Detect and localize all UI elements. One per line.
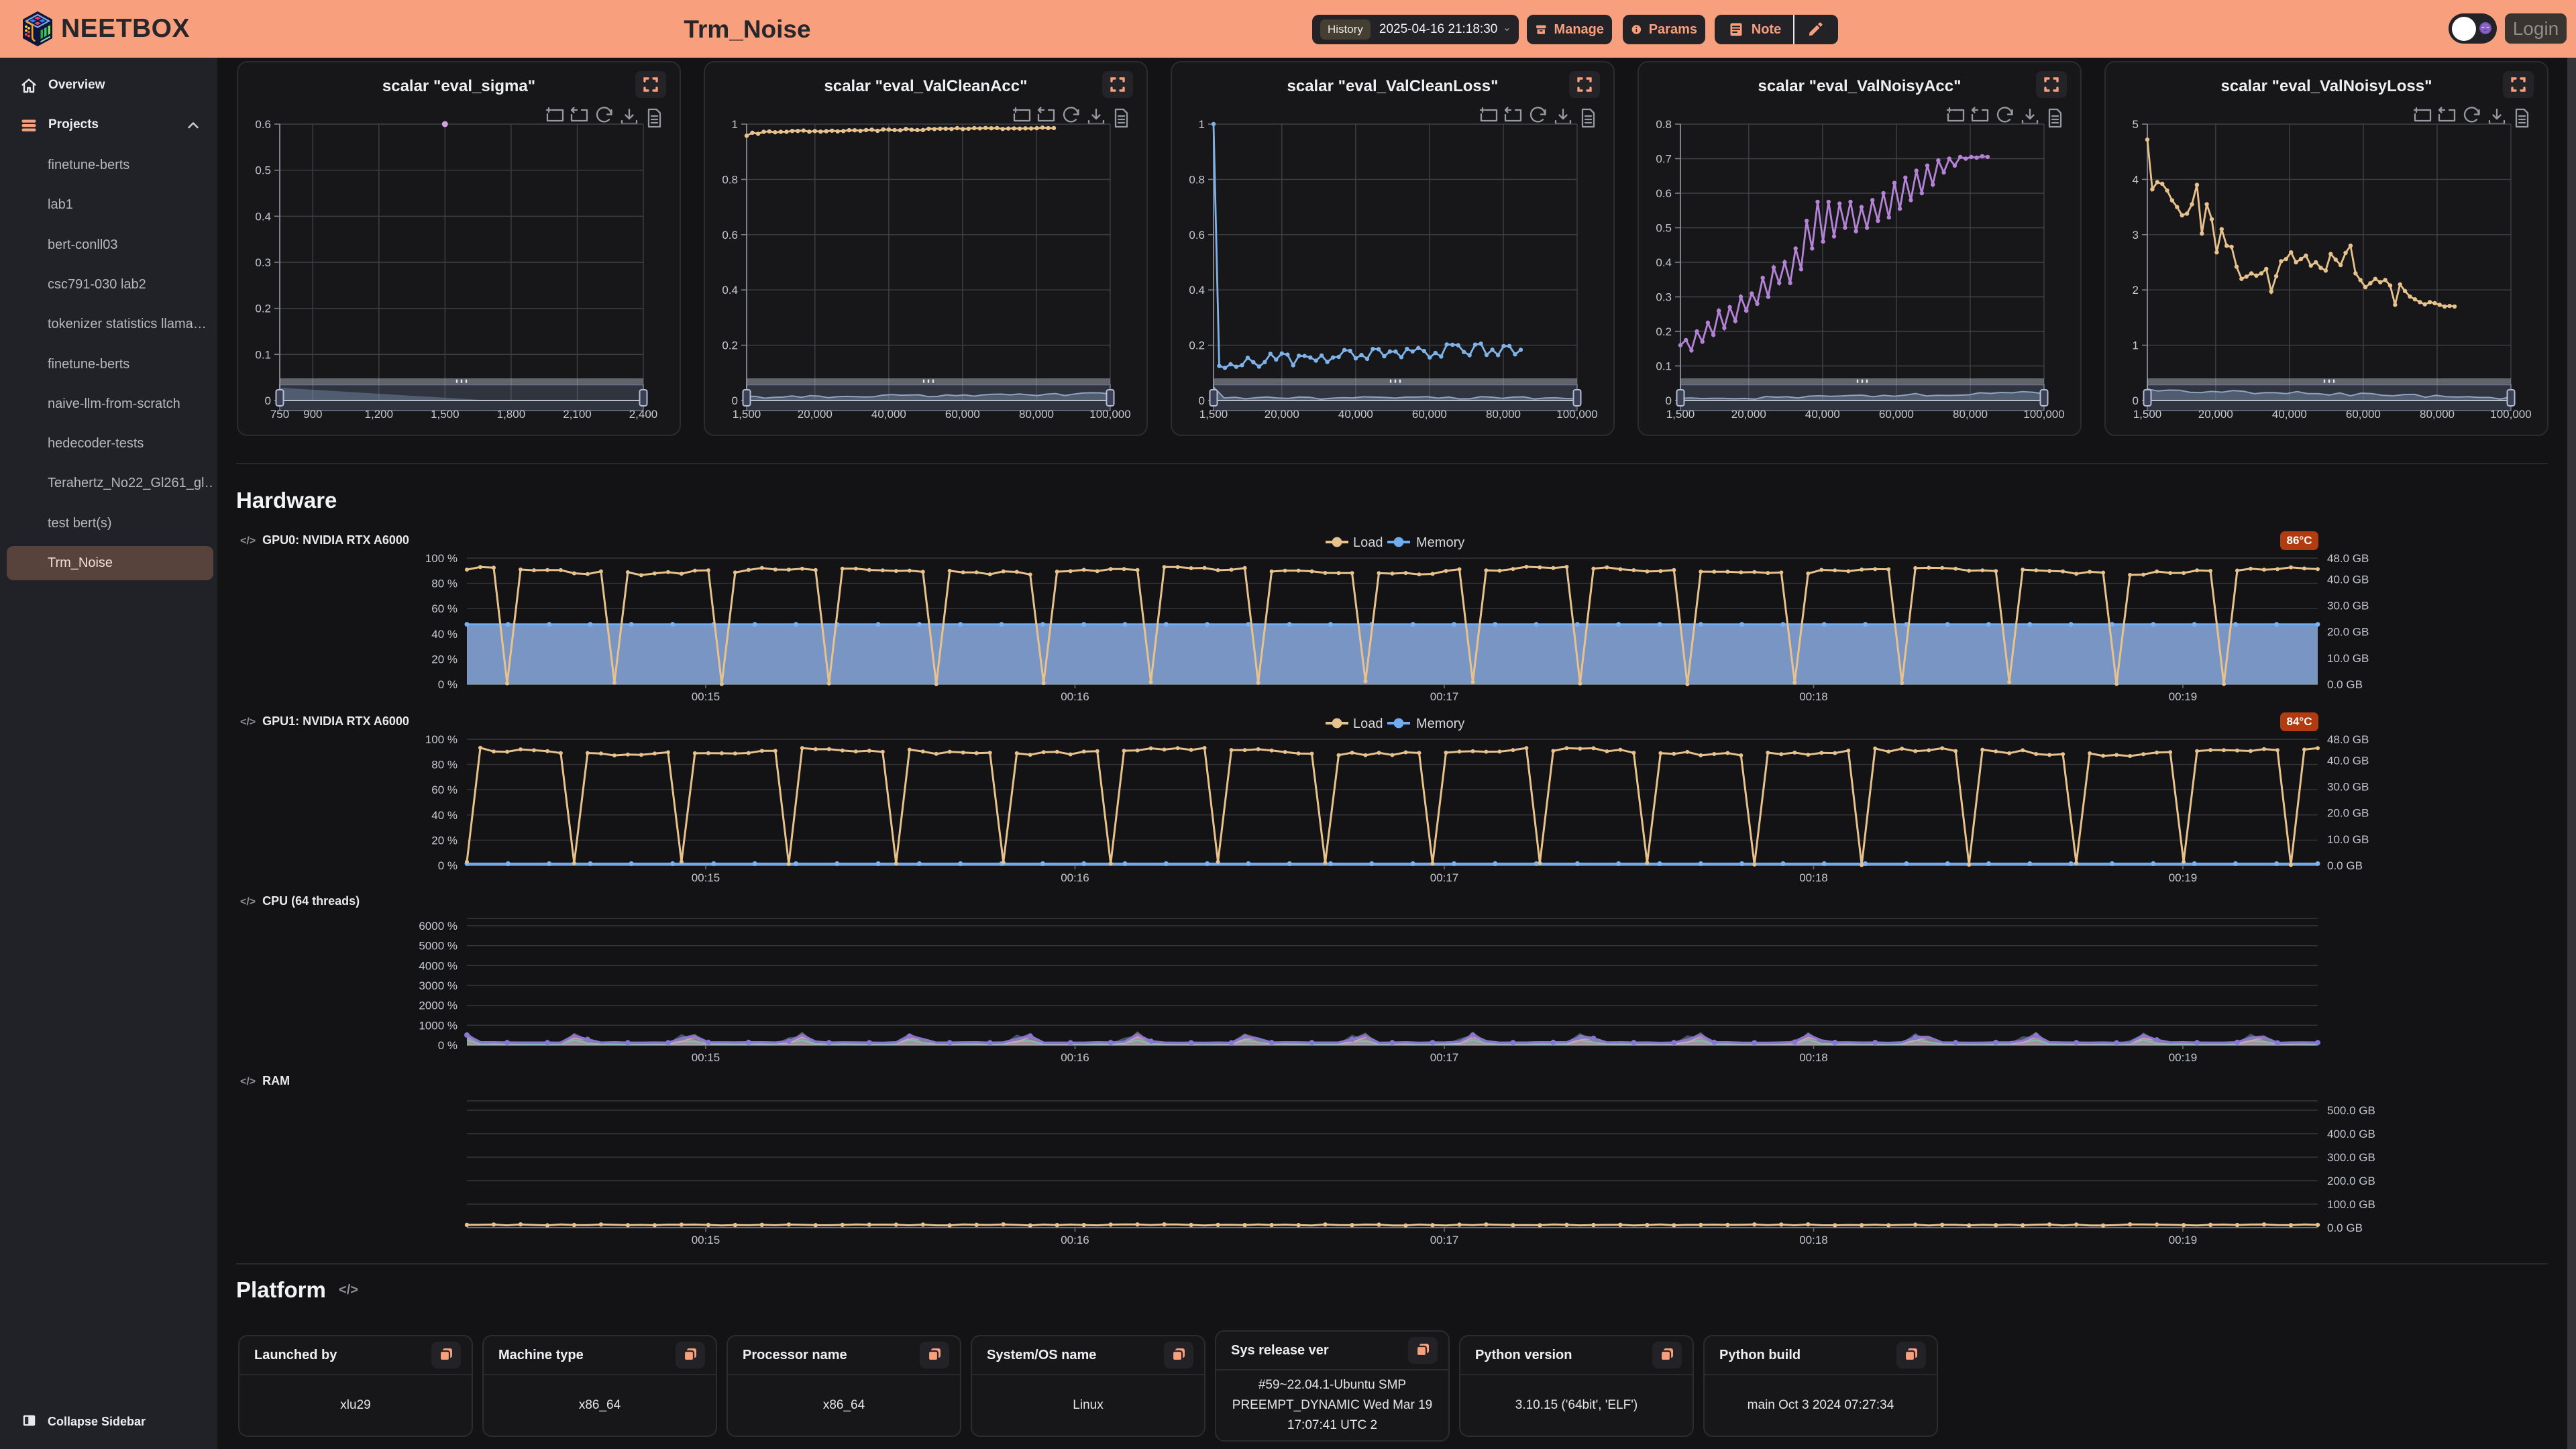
svg-text:0.4: 0.4 [1656, 256, 1672, 269]
svg-text:Memory: Memory [1416, 535, 1464, 550]
svg-text:0.5: 0.5 [255, 164, 271, 177]
svg-text:100 %: 100 % [425, 552, 458, 565]
svg-text:00:17: 00:17 [1430, 871, 1459, 884]
svg-text:0.1: 0.1 [1656, 360, 1672, 373]
svg-text:0.2: 0.2 [722, 339, 738, 352]
svg-text:00:15: 00:15 [692, 690, 720, 703]
svg-text:40.0 GB: 40.0 GB [2327, 754, 2369, 767]
svg-text:0.0 GB: 0.0 GB [2327, 1222, 2363, 1234]
svg-text:0.4: 0.4 [1189, 284, 1205, 297]
svg-text:1000 %: 1000 % [419, 1019, 458, 1032]
svg-text:2000 %: 2000 % [419, 1000, 458, 1012]
svg-text:0.2: 0.2 [255, 303, 271, 315]
svg-text:300.0 GB: 300.0 GB [2327, 1151, 2375, 1164]
svg-text:00:16: 00:16 [1061, 690, 1089, 703]
svg-text:Load: Load [1353, 716, 1383, 731]
svg-text:0: 0 [2133, 394, 2139, 407]
svg-text:00:15: 00:15 [692, 1234, 720, 1246]
svg-text:00:17: 00:17 [1430, 1051, 1459, 1064]
svg-text:500.0 GB: 500.0 GB [2327, 1104, 2375, 1117]
svg-text:0.5: 0.5 [1656, 222, 1672, 235]
svg-text:60 %: 60 % [431, 602, 458, 615]
svg-text:Load: Load [1353, 535, 1383, 550]
svg-text:80 %: 80 % [431, 578, 458, 590]
svg-text:100.0 GB: 100.0 GB [2327, 1198, 2375, 1211]
svg-text:0.0 GB: 0.0 GB [2327, 859, 2363, 872]
svg-text:0: 0 [265, 394, 271, 407]
svg-text:0.8: 0.8 [1656, 118, 1672, 131]
svg-text:0 %: 0 % [438, 1039, 458, 1052]
svg-text:20.0 GB: 20.0 GB [2327, 807, 2369, 820]
svg-text:4: 4 [2133, 173, 2139, 186]
svg-text:1: 1 [1199, 118, 1205, 131]
svg-text:400.0 GB: 400.0 GB [2327, 1128, 2375, 1140]
svg-text:00:16: 00:16 [1061, 871, 1089, 884]
svg-text:40.0 GB: 40.0 GB [2327, 573, 2369, 586]
svg-text:00:18: 00:18 [1799, 1051, 1828, 1064]
svg-text:80 %: 80 % [431, 759, 458, 771]
svg-text:0.3: 0.3 [1656, 291, 1672, 304]
svg-text:00:15: 00:15 [692, 1051, 720, 1064]
svg-text:60 %: 60 % [431, 784, 458, 796]
svg-text:100 %: 100 % [425, 733, 458, 746]
svg-text:00:19: 00:19 [2169, 1051, 2198, 1064]
svg-text:30.0 GB: 30.0 GB [2327, 781, 2369, 794]
svg-text:5: 5 [2133, 118, 2139, 131]
svg-text:1: 1 [732, 118, 738, 131]
svg-text:0.1: 0.1 [255, 348, 271, 361]
svg-text:00:19: 00:19 [2169, 690, 2198, 703]
svg-text:00:16: 00:16 [1061, 1051, 1089, 1064]
svg-text:0.6: 0.6 [255, 118, 271, 131]
svg-text:0.8: 0.8 [722, 173, 738, 186]
svg-text:0.2: 0.2 [1189, 339, 1205, 352]
svg-text:0: 0 [732, 394, 738, 407]
svg-text:5000 %: 5000 % [419, 940, 458, 953]
svg-text:0.4: 0.4 [722, 284, 738, 297]
svg-text:0.3: 0.3 [255, 256, 271, 269]
svg-text:00:18: 00:18 [1799, 690, 1828, 703]
svg-text:00:17: 00:17 [1430, 1234, 1459, 1246]
svg-text:20.0 GB: 20.0 GB [2327, 626, 2369, 639]
svg-text:0.7: 0.7 [1656, 153, 1672, 166]
svg-text:00:18: 00:18 [1799, 871, 1828, 884]
svg-text:Memory: Memory [1416, 716, 1464, 731]
svg-text:20 %: 20 % [431, 653, 458, 665]
svg-text:00:15: 00:15 [692, 871, 720, 884]
svg-text:48.0 GB: 48.0 GB [2327, 733, 2369, 746]
svg-text:00:17: 00:17 [1430, 690, 1459, 703]
svg-text:0.2: 0.2 [1656, 325, 1672, 338]
svg-text:3: 3 [2133, 229, 2139, 241]
svg-text:0 %: 0 % [438, 678, 458, 691]
svg-text:00:16: 00:16 [1061, 1234, 1089, 1246]
svg-text:6000 %: 6000 % [419, 920, 458, 932]
svg-text:40 %: 40 % [431, 628, 458, 641]
svg-text:0.6: 0.6 [1189, 229, 1205, 241]
svg-text:0.4: 0.4 [255, 210, 271, 223]
svg-text:0.6: 0.6 [1656, 187, 1672, 200]
svg-text:00:19: 00:19 [2169, 1234, 2198, 1246]
svg-text:10.0 GB: 10.0 GB [2327, 833, 2369, 846]
svg-text:0.0 GB: 0.0 GB [2327, 678, 2363, 691]
svg-text:10.0 GB: 10.0 GB [2327, 652, 2369, 665]
svg-text:0: 0 [1666, 394, 1672, 407]
svg-text:30.0 GB: 30.0 GB [2327, 600, 2369, 612]
svg-text:00:18: 00:18 [1799, 1234, 1828, 1246]
svg-text:200.0 GB: 200.0 GB [2327, 1175, 2375, 1187]
svg-text:1: 1 [2133, 339, 2139, 352]
svg-text:4000 %: 4000 % [419, 959, 458, 972]
svg-text:40 %: 40 % [431, 809, 458, 822]
svg-text:3000 %: 3000 % [419, 979, 458, 992]
svg-text:0.8: 0.8 [1189, 173, 1205, 186]
svg-text:20 %: 20 % [431, 834, 458, 847]
svg-text:0 %: 0 % [438, 859, 458, 872]
svg-text:0.6: 0.6 [722, 229, 738, 241]
svg-text:00:19: 00:19 [2169, 871, 2198, 884]
svg-text:2: 2 [2133, 284, 2139, 297]
svg-text:48.0 GB: 48.0 GB [2327, 552, 2369, 565]
svg-text:0: 0 [1199, 394, 1205, 407]
